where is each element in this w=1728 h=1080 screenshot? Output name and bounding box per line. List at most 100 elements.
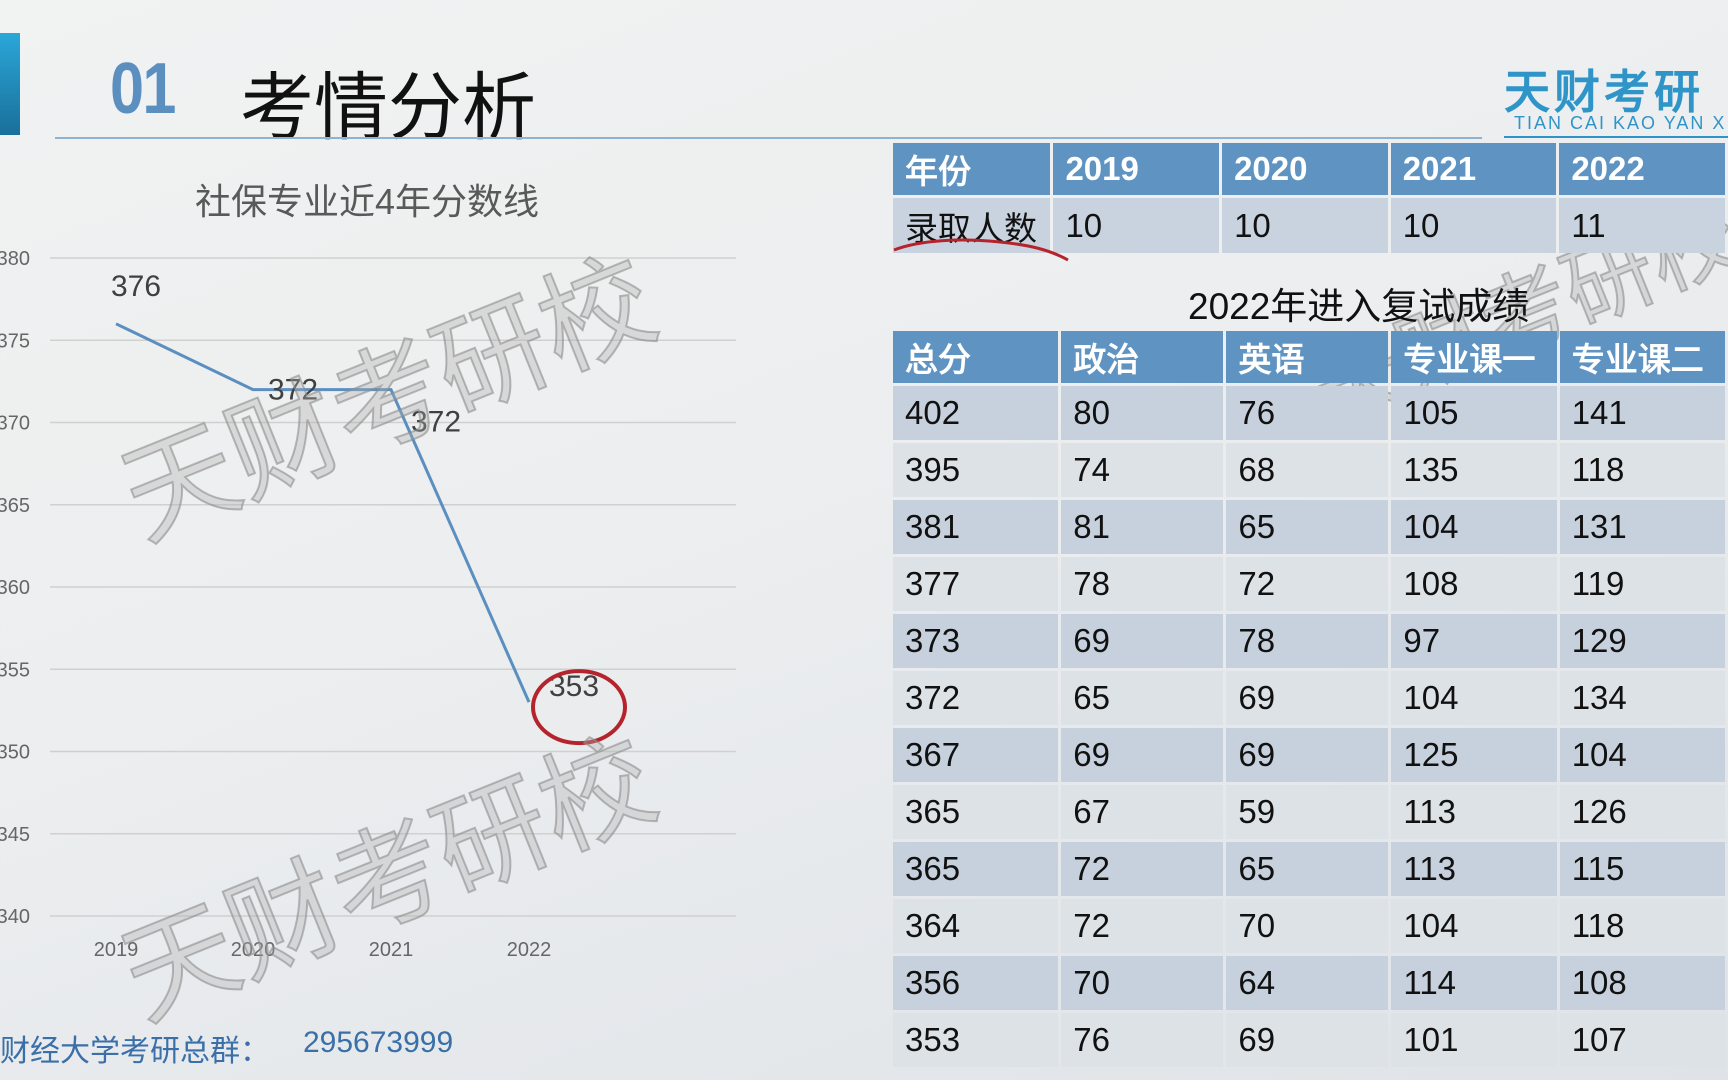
logo-divider	[1504, 136, 1728, 138]
admission-table: 年份 2019 2020 2021 2022 录取人数 10 10 10 11	[890, 140, 1728, 256]
table-cell: 80	[1061, 386, 1224, 440]
table-cell: 126	[1559, 785, 1725, 839]
logo-subtitle: TIAN CAI KAO YAN X	[1514, 113, 1727, 133]
table-cell: 129	[1559, 614, 1725, 668]
table-cell: 11	[1559, 198, 1725, 253]
table-cell: 10	[1222, 198, 1388, 253]
x-tick-label: 2022	[507, 939, 552, 961]
table-cell: 65	[1226, 500, 1389, 554]
table-cell: 69	[1226, 1013, 1389, 1067]
table-cell: 69	[1061, 728, 1224, 782]
table-cell: 402	[893, 386, 1059, 440]
table-cell: 70	[1226, 899, 1389, 953]
table-cell: 74	[1061, 443, 1224, 497]
table-cell: 65	[1061, 671, 1224, 725]
column-header: 2020	[1222, 143, 1388, 195]
table-row: 367 69 69 125 104	[893, 728, 1725, 782]
table-cell: 367	[893, 728, 1059, 782]
table-row: 373 69 78 97 129	[893, 614, 1725, 668]
accent-bar	[0, 33, 20, 135]
table-header-row: 总分 政治 英语 专业课一 专业课二	[893, 331, 1725, 383]
table-cell: 364	[893, 899, 1059, 953]
table-cell: 381	[893, 500, 1059, 554]
table-cell: 356	[893, 956, 1059, 1010]
table-cell: 377	[893, 557, 1059, 611]
column-header: 2021	[1390, 143, 1557, 195]
table-cell: 81	[1061, 500, 1224, 554]
table-cell: 365	[893, 842, 1059, 896]
table-row: 372 65 69 104 134	[893, 671, 1725, 725]
line-chart: 社保专业近4年分数线 340 345 350 355 360 365 370 375 380 20…	[0, 181, 736, 961]
table-cell: 70	[1061, 956, 1224, 1010]
page-title: 考情分析	[240, 66, 536, 149]
column-header: 英语	[1226, 331, 1389, 383]
table-row: 377 78 72 108 119	[893, 557, 1725, 611]
table-cell: 353	[893, 1013, 1059, 1067]
y-tick-label: 380	[0, 248, 30, 270]
table-cell: 113	[1391, 785, 1557, 839]
y-tick-label: 365	[0, 495, 30, 517]
table-cell: 76	[1061, 1013, 1224, 1067]
column-header: 总分	[893, 331, 1059, 383]
data-label: 372	[411, 406, 461, 439]
y-tick-label: 370	[0, 413, 30, 435]
table-cell: 118	[1559, 899, 1725, 953]
table-cell: 113	[1391, 842, 1557, 896]
table-cell: 72	[1226, 557, 1389, 611]
data-label: 376	[111, 270, 161, 303]
footer-group-number: 295673999	[303, 1026, 454, 1059]
table-cell: 114	[1391, 956, 1557, 1010]
table-cell: 65	[1226, 842, 1389, 896]
y-tick-label: 340	[0, 906, 30, 928]
column-header: 2019	[1053, 143, 1220, 195]
table-cell: 107	[1559, 1013, 1725, 1067]
table-cell: 78	[1061, 557, 1224, 611]
table-cell: 76	[1226, 386, 1389, 440]
table-cell: 395	[893, 443, 1059, 497]
table-row: 402 80 76 105 141	[893, 386, 1725, 440]
table-cell: 125	[1391, 728, 1557, 782]
table-cell: 78	[1226, 614, 1389, 668]
table-cell: 108	[1391, 557, 1557, 611]
table-cell: 104	[1391, 500, 1557, 554]
x-tick-label: 2021	[369, 939, 414, 961]
scores-table-title: 2022年进入复试成绩	[1188, 286, 1530, 327]
table-cell: 372	[893, 671, 1059, 725]
data-label: 372	[268, 374, 318, 407]
table-cell: 72	[1061, 842, 1224, 896]
table-row: 365 72 65 113 115	[893, 842, 1725, 896]
table-cell: 69	[1226, 671, 1389, 725]
table-row: 录取人数 10 10 10 11	[893, 198, 1725, 253]
table-cell: 141	[1559, 386, 1725, 440]
y-tick-label: 375	[0, 330, 30, 352]
table-cell: 68	[1226, 443, 1389, 497]
footer-label: 财经大学考研总群：	[0, 1035, 270, 1068]
table-row: 356 70 64 114 108	[893, 956, 1725, 1010]
table-cell: 115	[1559, 842, 1725, 896]
table-cell: 67	[1061, 785, 1224, 839]
column-header: 年份	[893, 143, 1051, 195]
table-cell: 72	[1061, 899, 1224, 953]
table-cell: 10	[1390, 198, 1557, 253]
table-row: 365 67 59 113 126	[893, 785, 1725, 839]
column-header: 2022	[1559, 143, 1725, 195]
red-underline-annotation	[893, 238, 1069, 262]
table-row: 395 74 68 135 118	[893, 443, 1725, 497]
table-row: 353 76 69 101 107	[893, 1013, 1725, 1067]
table-cell: 69	[1226, 728, 1389, 782]
column-header: 政治	[1061, 331, 1224, 383]
table-row: 364 72 70 104 118	[893, 899, 1725, 953]
column-header: 专业课一	[1391, 331, 1557, 383]
table-header-row: 年份 2019 2020 2021 2022	[893, 143, 1725, 195]
table-cell: 119	[1559, 557, 1725, 611]
table-cell: 59	[1226, 785, 1389, 839]
x-tick-label: 2019	[94, 939, 139, 961]
table-cell: 104	[1391, 899, 1557, 953]
table-cell: 131	[1559, 500, 1725, 554]
y-tick-label: 345	[0, 824, 30, 846]
scores-table: 总分 政治 英语 专业课一 专业课二 402 80 76 105 141 395 74 68 135 118…	[890, 328, 1728, 1070]
table-cell: 108	[1559, 956, 1725, 1010]
table-cell: 64	[1226, 956, 1389, 1010]
column-header: 专业课二	[1559, 331, 1725, 383]
table-cell: 104	[1559, 728, 1725, 782]
